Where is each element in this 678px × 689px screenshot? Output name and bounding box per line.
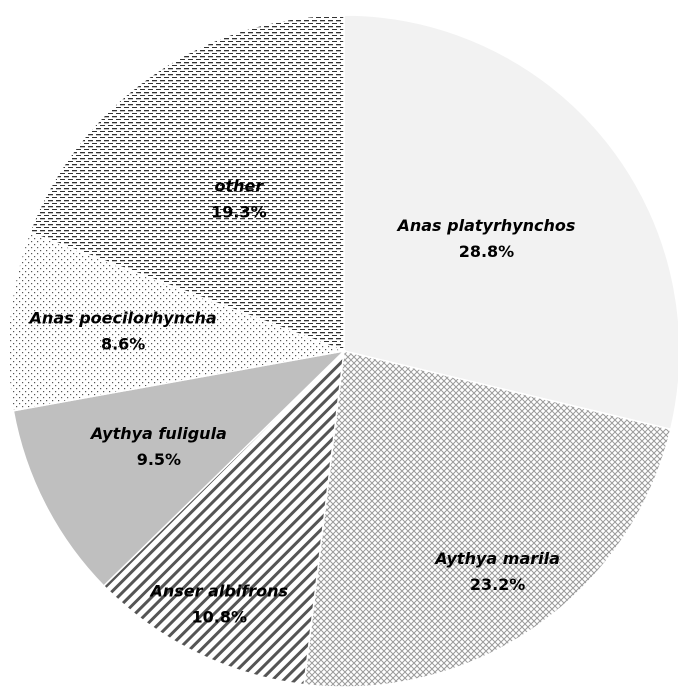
- slice-value-label: 23.2%: [470, 575, 526, 594]
- pie-slice: [102, 348, 345, 686]
- slice-name: Aythya marila: [433, 549, 560, 568]
- slice-name: Anser albifrons: [148, 582, 288, 601]
- slice-name: other: [214, 177, 264, 196]
- pie-slice: [12, 349, 347, 588]
- pie-slice: [303, 350, 672, 688]
- slice-value-label: 28.8%: [459, 242, 515, 261]
- slice-value-label: 8.6%: [101, 334, 145, 353]
- slice-name: Aythya fuligula: [89, 424, 227, 443]
- pie-slice: [343, 14, 678, 431]
- slice-name: Anas poecilorhyncha: [28, 308, 217, 327]
- pie-slice: [28, 14, 345, 353]
- slice-value-label: 19.3%: [211, 203, 267, 222]
- slice-name: Anas platyrhynchos: [395, 216, 575, 235]
- slice-value-label: 10.8%: [192, 608, 248, 627]
- slice-value-label: 9.5%: [137, 450, 181, 469]
- pie-slice: [7, 231, 347, 412]
